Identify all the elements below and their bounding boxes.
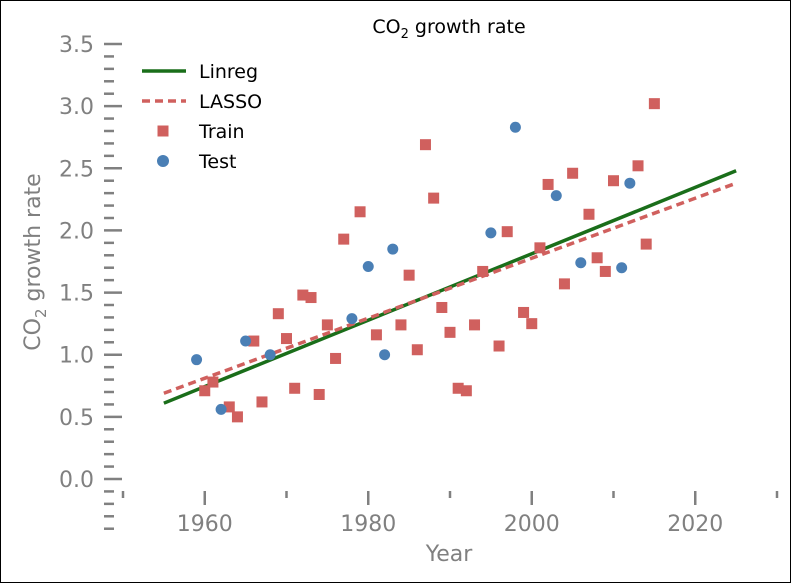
- train-point: [231, 411, 243, 423]
- chart-title: CO2 growth rate: [372, 16, 525, 42]
- train-point: [518, 306, 530, 318]
- train-point: [460, 385, 472, 397]
- test-point: [215, 403, 227, 415]
- test-point: [387, 243, 399, 255]
- train-point: [534, 242, 546, 254]
- train-point: [591, 252, 603, 264]
- y-tick-label: 0.5: [59, 406, 94, 431]
- train-point: [248, 335, 260, 347]
- train-point: [452, 382, 464, 394]
- test-point: [264, 349, 276, 361]
- y-axis-label: CO2 growth rate: [21, 173, 50, 350]
- train-point: [256, 396, 268, 408]
- train-point: [501, 226, 513, 238]
- train-point: [428, 192, 440, 204]
- legend-train-swatch: [157, 125, 169, 137]
- train-point: [558, 278, 570, 290]
- y-axis-tick-labels: 0.0 0.5 1.0 1.5 2.0 2.5 3.0 3.5: [59, 33, 94, 493]
- test-point: [485, 227, 497, 239]
- legend-train-label: Train: [198, 121, 245, 143]
- test-point: [379, 349, 391, 361]
- train-point: [599, 265, 611, 277]
- x-axis-ticks: [121, 491, 779, 505]
- y-tick-label: 0.0: [59, 468, 94, 493]
- train-point: [223, 401, 235, 413]
- legend-test-label: Test: [198, 151, 236, 173]
- train-point: [281, 333, 292, 345]
- train-point: [411, 344, 423, 356]
- x-axis-tick-labels: 1960 1980 2000 2020: [177, 512, 724, 537]
- x-tick-label: 2000: [504, 512, 560, 537]
- y-tick-label: 2.0: [59, 219, 94, 244]
- train-point: [648, 98, 660, 110]
- test-point: [616, 262, 628, 274]
- test-point: [346, 313, 358, 325]
- y-tick-label: 1.0: [59, 344, 94, 369]
- legend: Linreg LASSO Train Test: [142, 61, 262, 173]
- train-point: [289, 382, 301, 394]
- train-point: [436, 301, 448, 313]
- y-tick-label: 1.5: [59, 282, 94, 307]
- train-point: [207, 376, 219, 388]
- train-point: [354, 206, 366, 218]
- train-point: [444, 326, 456, 338]
- train-point: [338, 233, 350, 245]
- x-axis-label: Year: [425, 542, 474, 567]
- x-tick-label: 2020: [667, 512, 723, 537]
- train-point: [395, 319, 407, 331]
- y-tick-label: 3.5: [59, 33, 94, 58]
- train-point: [469, 319, 481, 331]
- test-point: [550, 190, 562, 202]
- train-point: [526, 318, 538, 330]
- train-point: [632, 160, 644, 172]
- train-point: [330, 352, 342, 364]
- y-axis-ticks: [104, 42, 122, 530]
- test-point: [362, 260, 374, 272]
- train-point: [305, 292, 317, 304]
- y-tick-label: 2.5: [59, 157, 94, 182]
- train-point: [313, 388, 325, 400]
- train-point: [419, 139, 431, 151]
- train-point: [370, 329, 382, 341]
- train-point: [640, 238, 652, 250]
- train-point: [403, 269, 415, 281]
- train-point: [567, 167, 579, 179]
- legend-test-swatch: [157, 155, 169, 167]
- test-point: [509, 121, 521, 133]
- x-tick-label: 1960: [177, 512, 233, 537]
- train-point: [199, 385, 211, 397]
- train-point: [493, 340, 505, 352]
- regression-lines: [163, 169, 737, 405]
- train-point: [297, 289, 309, 301]
- y-tick-label: 3.0: [59, 95, 94, 120]
- x-tick-label: 1980: [340, 512, 396, 537]
- test-point: [191, 354, 203, 366]
- legend-linreg-label: Linreg: [199, 61, 258, 83]
- data-points: [191, 98, 660, 423]
- train-point: [477, 265, 489, 277]
- train-point: [583, 208, 595, 220]
- lasso-line: [163, 181, 737, 395]
- test-point: [575, 257, 587, 269]
- test-point: [240, 335, 252, 347]
- train-point: [542, 178, 554, 190]
- legend-lasso-label: LASSO: [199, 91, 262, 113]
- test-point: [624, 177, 636, 189]
- train-point: [272, 308, 284, 320]
- train-point: [608, 175, 619, 187]
- train-point: [321, 319, 333, 331]
